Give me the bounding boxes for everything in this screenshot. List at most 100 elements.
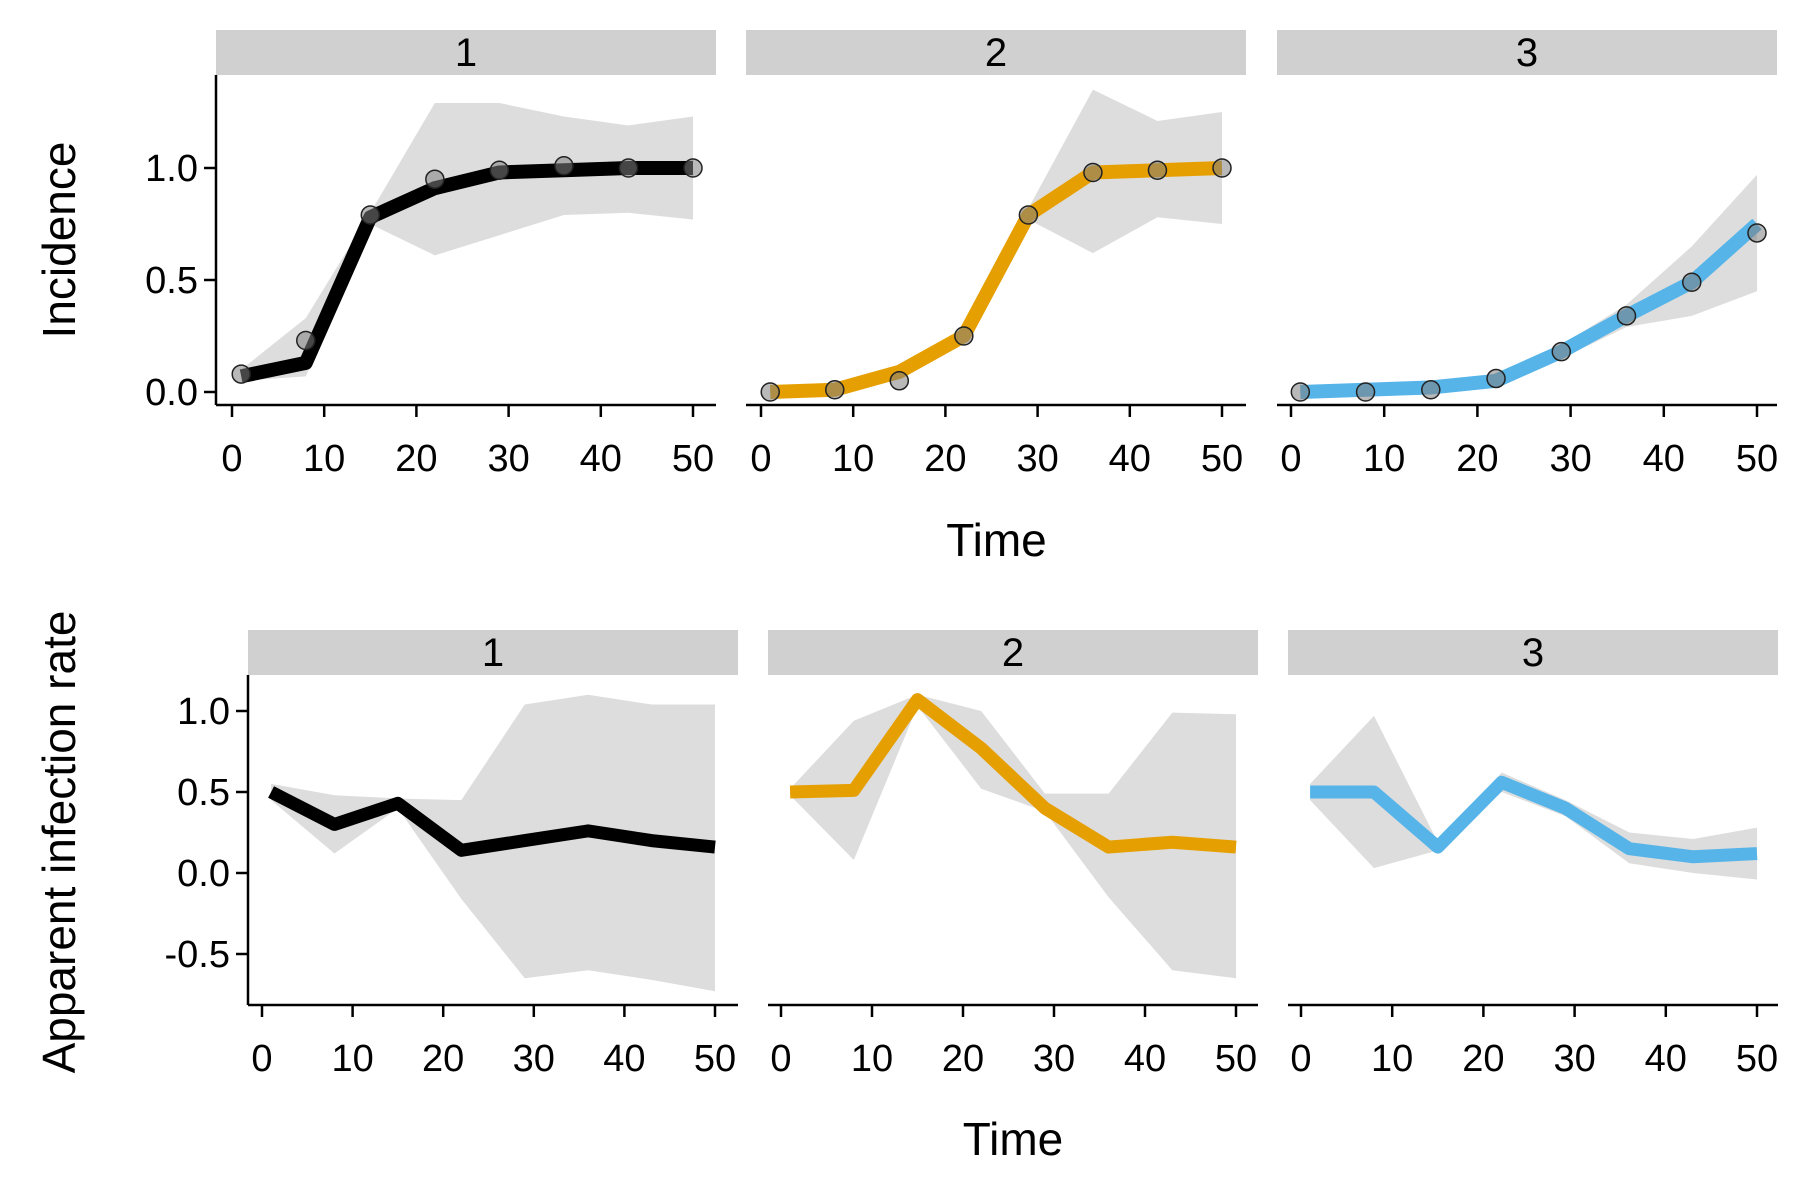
x-tick-label: 20 xyxy=(422,1038,464,1080)
y-axis-title: Incidence xyxy=(33,142,85,339)
x-tick-label: 50 xyxy=(694,1038,736,1080)
observed-point xyxy=(1018,205,1039,225)
x-tick-label: 0 xyxy=(770,1038,791,1080)
x-tick-label: 0 xyxy=(1290,1038,1311,1080)
x-tick-label: 30 xyxy=(1549,438,1591,480)
x-tick-label: 10 xyxy=(1371,1038,1413,1080)
confidence-ribbon xyxy=(1300,174,1757,395)
x-tick-label: 20 xyxy=(1456,438,1498,480)
x-tick-label: 10 xyxy=(832,438,874,480)
observed-point xyxy=(1147,160,1168,180)
observed-point xyxy=(618,158,639,178)
x-tick-label: 40 xyxy=(1645,1038,1687,1080)
y-tick-label: 1.0 xyxy=(177,691,230,733)
observed-point xyxy=(1551,341,1572,362)
facet-strip xyxy=(1288,630,1778,675)
x-tick-label: 50 xyxy=(1215,1038,1257,1080)
facet-strip-label: 2 xyxy=(1002,631,1024,675)
observed-point xyxy=(760,382,780,402)
observed-point xyxy=(1212,158,1232,178)
x-tick-label: 0 xyxy=(1280,438,1301,480)
x-tick-label: 20 xyxy=(942,1038,984,1080)
observed-point xyxy=(1682,272,1702,292)
facet-strip xyxy=(248,630,738,675)
facet-panel-1: 10 10 20 30 40 50-0.50.00.51.0 xyxy=(165,630,738,1080)
observed-point xyxy=(1486,368,1506,389)
facet-strip-label: 3 xyxy=(1522,631,1544,675)
facet-strip xyxy=(746,30,1246,75)
x-tick-label: 50 xyxy=(1736,438,1778,480)
observed-point xyxy=(1083,162,1103,183)
observed-point xyxy=(231,364,251,384)
facet-panel-2: 20 10 20 30 40 50 xyxy=(746,30,1246,480)
observed-point xyxy=(425,169,445,189)
x-axis-title: Time xyxy=(946,514,1047,566)
y-tick-label: 0.0 xyxy=(177,853,230,895)
y-axis-title: Apparent infection rate xyxy=(33,611,85,1074)
x-tick-label: 0 xyxy=(750,438,771,480)
facet-panel-3: 30 10 20 30 40 50 xyxy=(1277,30,1778,480)
fitted-series-line xyxy=(1300,218,1762,399)
confidence-ribbon xyxy=(770,89,1222,395)
y-tick-label: 0.0 xyxy=(145,372,198,414)
observed-point xyxy=(554,156,574,176)
x-tick-label: 10 xyxy=(303,438,345,480)
x-tick-label: 20 xyxy=(1462,1038,1504,1080)
confidence-ribbon xyxy=(790,694,1236,979)
observed-point xyxy=(889,371,910,391)
x-tick-label: 10 xyxy=(1363,438,1405,480)
x-tick-label: 40 xyxy=(1109,438,1151,480)
observed-point xyxy=(1747,223,1767,243)
y-tick-label: 0.5 xyxy=(145,260,198,302)
x-tick-label: 10 xyxy=(851,1038,893,1080)
x-tick-label: 40 xyxy=(1643,438,1685,480)
facet-strip xyxy=(216,30,716,75)
x-tick-label: 30 xyxy=(1553,1038,1595,1080)
facet-strip-label: 1 xyxy=(482,631,504,675)
observed-point xyxy=(683,158,703,178)
x-tick-label: 40 xyxy=(603,1038,645,1080)
fitted-series-line xyxy=(239,161,693,384)
fitted-series-line xyxy=(789,693,1237,854)
x-tick-label: 40 xyxy=(1124,1038,1166,1080)
facet-strip-label: 2 xyxy=(985,31,1007,75)
x-tick-label: 10 xyxy=(331,1038,373,1080)
observed-point xyxy=(1616,306,1637,326)
x-tick-label: 0 xyxy=(251,1038,272,1080)
x-tick-label: 50 xyxy=(1201,438,1243,480)
observed-point xyxy=(489,160,510,180)
observed-point xyxy=(360,205,381,225)
x-tick-label: 20 xyxy=(395,438,437,480)
facet-strip-label: 1 xyxy=(455,31,477,75)
facet-strip-label: 3 xyxy=(1516,31,1538,75)
facet-strip xyxy=(1277,30,1777,75)
x-tick-label: 30 xyxy=(1016,438,1058,480)
x-tick-label: 40 xyxy=(580,438,622,480)
x-axis-title: Time xyxy=(963,1113,1064,1165)
x-tick-label: 30 xyxy=(1033,1038,1075,1080)
observed-point xyxy=(954,326,974,346)
fitted-series-line xyxy=(1310,775,1758,864)
x-tick-label: 50 xyxy=(1736,1038,1778,1080)
observed-point xyxy=(825,380,845,400)
observed-point xyxy=(296,330,316,351)
y-tick-label: 1.0 xyxy=(145,148,198,190)
y-tick-label: 0.5 xyxy=(177,772,230,814)
facet-panel-3: 30 10 20 30 40 50 xyxy=(1288,630,1778,1080)
facet-panel-2: 20 10 20 30 40 50 xyxy=(768,630,1258,1080)
fitted-series-line xyxy=(268,786,716,857)
y-tick-label: -0.5 xyxy=(165,934,230,976)
observed-point xyxy=(1421,380,1441,400)
fitted-series-line xyxy=(769,161,1223,399)
x-tick-label: 30 xyxy=(487,438,529,480)
facet-strip xyxy=(768,630,1258,675)
observed-point xyxy=(1355,382,1376,402)
facet-panel-1: 10 10 20 30 40 500.00.51.0 xyxy=(145,30,716,480)
x-tick-label: 0 xyxy=(221,438,242,480)
observed-point xyxy=(1290,382,1311,402)
x-tick-label: 50 xyxy=(672,438,714,480)
x-tick-label: 30 xyxy=(513,1038,555,1080)
x-tick-label: 20 xyxy=(924,438,966,480)
